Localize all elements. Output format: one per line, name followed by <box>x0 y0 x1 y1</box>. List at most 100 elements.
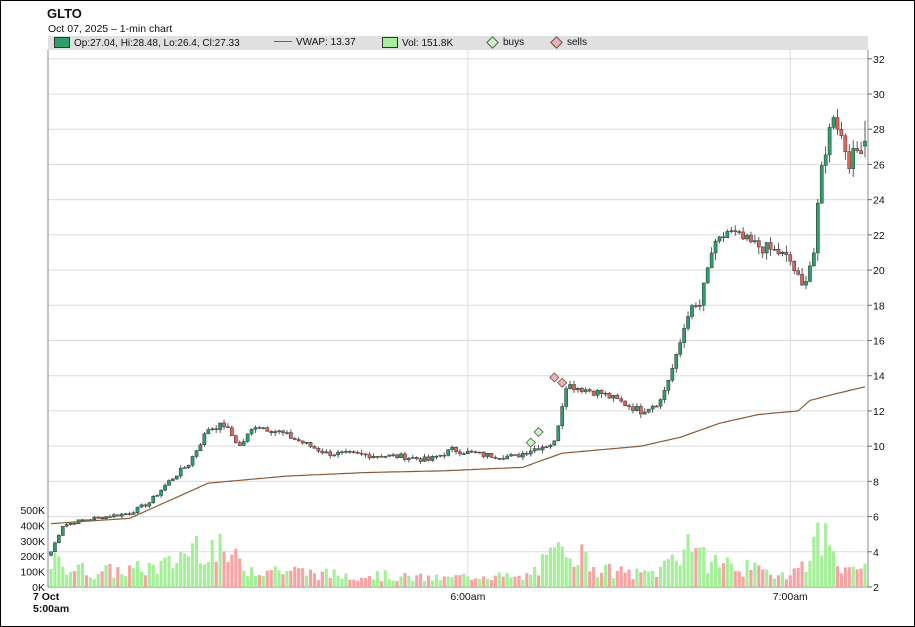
volume-bar <box>698 547 702 587</box>
candle-body <box>324 451 329 454</box>
volume-bar <box>835 566 840 587</box>
volume-bar <box>446 576 450 587</box>
candle-body <box>583 389 588 392</box>
volume-bar <box>489 580 494 587</box>
volume-bar <box>470 579 474 587</box>
legend-ohlc-label: Op:27.04, Hi:28.48, Lo:26.4, Cl:27.33 <box>74 38 240 49</box>
candle-body <box>190 456 195 466</box>
candle-body <box>521 452 525 458</box>
volume-bar <box>540 554 545 587</box>
candle-body <box>815 202 820 254</box>
candle-body <box>839 128 844 137</box>
candle-body <box>206 429 211 435</box>
candle-body <box>603 392 608 395</box>
candle-body <box>599 390 604 394</box>
candle-body <box>772 248 777 251</box>
candle-body <box>175 475 179 480</box>
volume-bar <box>450 577 454 587</box>
volume-bar <box>592 567 596 587</box>
price-tick-label: 20 <box>873 265 885 277</box>
candle-body <box>694 305 698 307</box>
volume-bar <box>588 571 592 587</box>
volume-bar <box>584 551 588 587</box>
volume-bar <box>167 556 171 587</box>
buy-marker <box>525 437 536 448</box>
volume-bar <box>733 571 737 587</box>
candle-body <box>760 246 765 254</box>
candle-body <box>698 305 702 307</box>
candle-body <box>524 452 529 455</box>
candle-body <box>53 542 57 553</box>
candle-body <box>843 135 848 152</box>
time-tick-label: 7 Oct <box>33 591 60 603</box>
legend-volume-label: Vol: 151.8K <box>402 38 454 49</box>
candle-body <box>379 456 384 458</box>
candle-body <box>194 450 199 457</box>
volume-bar <box>564 557 568 587</box>
volume-bar <box>533 566 537 587</box>
volume-bar <box>745 559 749 587</box>
candle-body <box>670 368 675 381</box>
candle-body <box>391 454 395 457</box>
candle-body <box>804 281 808 286</box>
candle-body <box>198 444 203 451</box>
price-tick-label: 22 <box>873 230 885 242</box>
volume-bar <box>474 578 478 587</box>
candle-body <box>49 551 53 556</box>
volume-bar <box>706 573 710 587</box>
chart-title: GLTO <box>47 6 82 21</box>
candle-body <box>292 438 297 440</box>
candle-body <box>658 399 663 407</box>
volume-bar <box>340 578 344 587</box>
candle-body <box>646 408 651 413</box>
time-tick-label: 5:00am <box>33 603 69 615</box>
volume-bar <box>651 570 655 587</box>
legend-sells-label: sells <box>567 37 588 48</box>
volume-tick-label: 100K <box>20 567 45 579</box>
volume-bar <box>426 575 431 587</box>
volume-bar <box>623 572 627 587</box>
volume-tick-label: 300K <box>20 536 45 548</box>
volume-bar <box>761 569 765 587</box>
candle-body <box>135 506 140 513</box>
line-swatch-icon <box>274 41 292 42</box>
candle-body <box>351 451 356 453</box>
candle-body <box>458 451 462 455</box>
volume-tick-label: 200K <box>20 551 45 563</box>
volume-bar <box>73 571 77 587</box>
candle-body <box>316 448 321 452</box>
candle-body <box>619 398 624 402</box>
volume-bar <box>529 574 533 587</box>
legend-vwap-label: VWAP: 13.37 <box>296 37 356 48</box>
volume-bar <box>639 572 643 587</box>
volume-bar <box>509 577 513 587</box>
volume-bar <box>757 565 761 587</box>
candle-body <box>387 454 392 457</box>
candle-body <box>308 442 313 447</box>
volume-bar <box>411 581 415 587</box>
volume-bar <box>277 570 281 587</box>
volume-bar <box>780 572 784 587</box>
volume-bar <box>438 580 442 587</box>
candle-body <box>434 455 439 458</box>
candle-body <box>733 230 738 232</box>
legend-sells: sells <box>550 36 588 49</box>
candle-body <box>639 406 643 415</box>
candle-body <box>497 458 502 460</box>
volume-bar <box>615 570 619 587</box>
volume-bar <box>175 562 179 587</box>
volume-bar <box>847 567 851 587</box>
volume-bar <box>92 578 96 587</box>
volume-bar <box>312 573 317 587</box>
candle-body <box>513 454 517 456</box>
candle-body <box>674 354 679 369</box>
candle-body <box>764 242 769 254</box>
volume-bar <box>804 571 808 587</box>
volume-bar <box>379 581 383 587</box>
candle-body <box>505 455 509 460</box>
volume-bar <box>76 564 81 587</box>
volume-bar <box>65 574 69 587</box>
legend-buys: buys <box>486 36 524 49</box>
volume-bar <box>631 579 635 587</box>
